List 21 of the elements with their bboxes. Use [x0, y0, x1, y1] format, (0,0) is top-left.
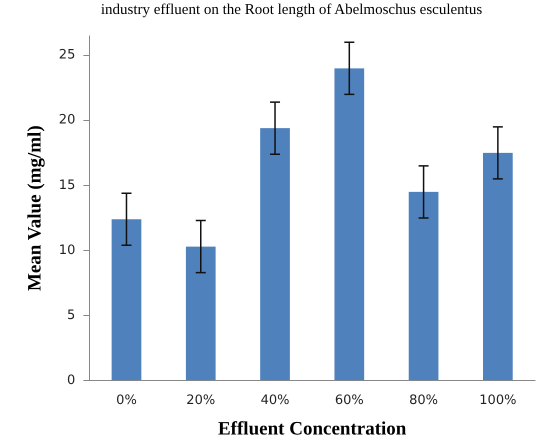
y-tick-label: 0: [67, 372, 76, 388]
y-tick-label: 25: [58, 48, 76, 63]
y-tick-label: 20: [58, 112, 76, 128]
bar: [334, 68, 364, 380]
bar: [186, 246, 216, 380]
bar: [483, 152, 513, 380]
x-tick-label: 100%: [479, 392, 516, 408]
x-tick-label: 20%: [186, 392, 216, 408]
x-tick-label: 60%: [334, 392, 364, 408]
y-tick-label: 10: [58, 242, 76, 258]
bar: [408, 192, 438, 380]
x-tick-label: 40%: [260, 392, 290, 408]
y-axis-title: Mean Value (mg/ml): [24, 125, 46, 292]
x-axis-title: Effluent Concentration: [218, 418, 407, 440]
chart-title: industry effluent on the Root length of Abelmoschus esculentus: [100, 1, 484, 20]
bar: [112, 219, 142, 380]
x-tick-label: 0%: [116, 392, 137, 408]
y-tick-label: 5: [67, 308, 76, 323]
x-tick-label: 80%: [409, 392, 438, 408]
y-tick-label: 15: [58, 178, 76, 193]
bar: [260, 128, 290, 380]
